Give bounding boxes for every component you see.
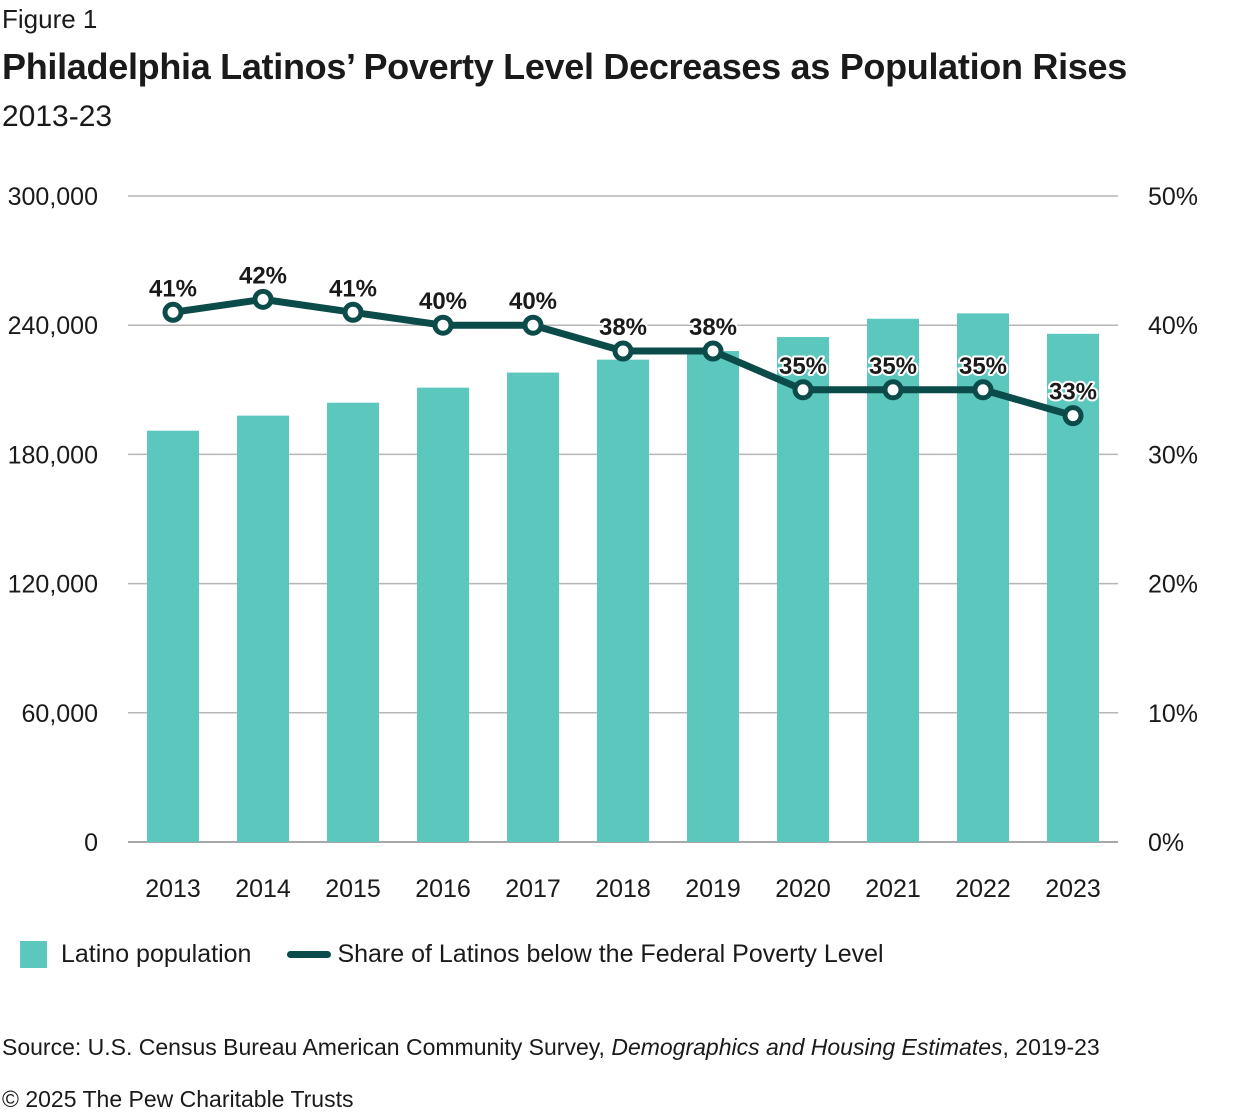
legend-item-poverty: Share of Latinos below the Federal Pover… [287, 940, 884, 969]
line-point [1062, 405, 1084, 427]
bar [867, 318, 919, 842]
source-note: Source: U.S. Census Bureau American Comm… [2, 1034, 1100, 1061]
line-point [522, 314, 544, 336]
bar [777, 337, 829, 842]
x-tick-label: 2013 [145, 875, 201, 903]
line-point [882, 379, 904, 401]
x-tick-label: 2014 [235, 875, 291, 903]
legend-item-population: Latino population [20, 940, 251, 969]
line-series: 41% 42% 41% 40% 40% 38% 38% 35% 35% 35% 33% [147, 260, 1099, 427]
bar [417, 387, 469, 842]
legend-swatch-line [287, 951, 332, 958]
x-tick-label: 2017 [505, 875, 561, 903]
bar-series [147, 313, 1099, 842]
bar [237, 415, 289, 842]
line-point [342, 301, 364, 323]
line-point [252, 288, 274, 310]
y-right-tick-label: 20% [1148, 571, 1198, 599]
source-prefix: Source: U.S. Census Bureau American Comm… [2, 1034, 612, 1060]
line-point [432, 314, 454, 336]
bar [597, 359, 649, 842]
bar [327, 402, 379, 842]
copyright: © 2025 The Pew Charitable Trusts [2, 1086, 354, 1112]
data-label: 35% [869, 353, 917, 380]
source-italic-title: Demographics and Housing Estimates [611, 1034, 1003, 1060]
data-label: 35% [959, 353, 1007, 380]
data-label: 41% [329, 275, 377, 302]
source-suffix: , 2019-23 [1002, 1034, 1100, 1060]
bar [687, 351, 739, 842]
y-right-tick-label: 10% [1148, 700, 1198, 728]
data-label: 33% [1049, 379, 1097, 406]
data-label: 41% [149, 275, 197, 302]
legend: Latino population Share of Latinos below… [20, 940, 920, 969]
figure-label: Figure 1 [2, 4, 98, 34]
line-point [162, 301, 184, 323]
line-point [792, 379, 814, 401]
x-tick-label: 2018 [595, 875, 651, 903]
line-point [702, 340, 724, 362]
y-right-tick-label: 40% [1148, 312, 1198, 340]
data-label: 35% [779, 353, 827, 380]
y-right-tick-label: 50% [1148, 183, 1198, 211]
bar [507, 372, 559, 842]
y-right-tick-label: 0% [1148, 829, 1184, 857]
line-point [972, 379, 994, 401]
y-left-tick-label: 120,000 [8, 571, 98, 599]
legend-label-poverty: Share of Latinos below the Federal Pover… [337, 940, 884, 968]
data-label: 40% [509, 288, 557, 315]
x-tick-label: 2021 [865, 875, 921, 903]
x-tick-label: 2019 [685, 875, 741, 903]
bar [957, 313, 1009, 842]
y-left-tick-label: 60,000 [22, 700, 98, 728]
y-right-tick-label: 30% [1148, 441, 1198, 469]
y-left-tick-label: 0 [84, 829, 98, 857]
data-label: 38% [689, 314, 737, 341]
x-tick-label: 2020 [775, 875, 831, 903]
chart-subtitle: 2013-23 [2, 100, 113, 133]
axis-labels: 0 0%60,000 10%120,000 20%180,000 30%240,000 4… [8, 183, 1198, 903]
x-tick-label: 2022 [955, 875, 1011, 903]
data-label: 40% [419, 288, 467, 315]
x-tick-label: 2015 [325, 875, 381, 903]
line-point [612, 340, 634, 362]
chart-title: Philadelphia Latinos’ Poverty Level Decr… [2, 46, 1127, 87]
data-label: 42% [239, 262, 287, 289]
data-label: 38% [599, 314, 647, 341]
y-left-tick-label: 300,000 [8, 183, 98, 211]
x-tick-label: 2016 [415, 875, 471, 903]
x-tick-label: 2023 [1045, 875, 1101, 903]
bar [147, 430, 199, 842]
legend-swatch-bar [20, 941, 47, 968]
y-left-tick-label: 240,000 [8, 312, 98, 340]
legend-label-population: Latino population [61, 940, 252, 968]
y-left-tick-label: 180,000 [8, 441, 98, 469]
chart: 41% 42% 41% 40% 40% 38% 38% 35% 35% 35% 33% 0 0% 60,… [8, 183, 1198, 903]
